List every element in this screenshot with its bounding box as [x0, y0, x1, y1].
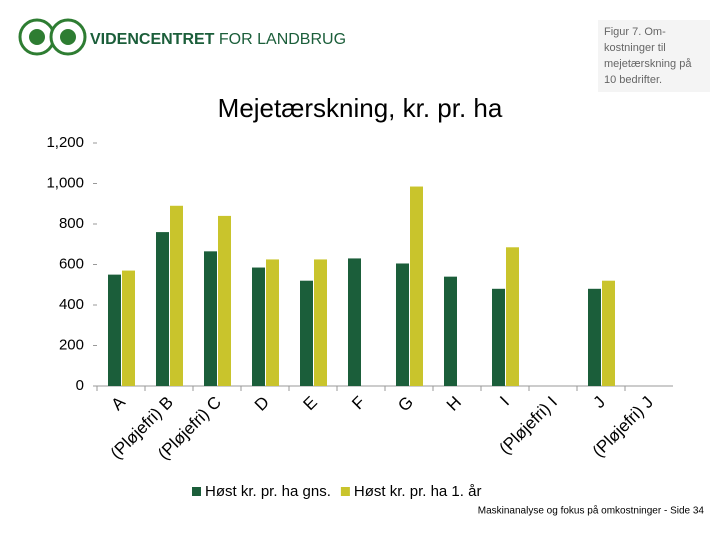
legend-swatch — [192, 487, 201, 496]
caption-line: kostninger til — [604, 42, 666, 54]
legend-label: Høst kr. pr. ha 1. år — [354, 483, 482, 500]
bar — [170, 205, 183, 386]
y-tick-label: 800 — [59, 215, 84, 232]
legend-label: Høst kr. pr. ha gns. — [205, 483, 331, 500]
x-tick-label: I — [496, 393, 513, 410]
bar — [506, 247, 519, 386]
y-tick-label: 400 — [59, 296, 84, 313]
caption: Figur 7. Om-kostninger til mejetærskning … — [604, 26, 692, 86]
bar — [252, 267, 265, 386]
brand-bold: VIDENCENTRET — [90, 31, 215, 48]
bar — [108, 274, 121, 386]
bar — [266, 259, 279, 386]
y-tick-label: 1,200 — [46, 134, 84, 151]
caption-line: 10 bedrifter. — [604, 74, 662, 86]
caption-line: mejetærskning på — [604, 58, 692, 70]
bar — [218, 215, 231, 386]
legend-swatch — [340, 487, 350, 496]
x-tick-label: A — [108, 392, 130, 414]
x-tick-label: F — [348, 393, 369, 414]
brand-light: FOR LANDBRUG — [219, 31, 346, 48]
bar — [396, 263, 409, 386]
y-tick-label: 200 — [59, 336, 84, 353]
y-tick-label: 1,000 — [46, 174, 84, 191]
y-tick-label: 0 — [76, 377, 84, 394]
bar — [602, 280, 615, 386]
bar — [204, 251, 217, 386]
logo-core — [60, 29, 76, 45]
chart-title: Mejetærskning, kr. pr. ha — [218, 93, 503, 123]
logo — [18, 18, 87, 56]
bar — [444, 276, 457, 386]
bar — [314, 259, 327, 386]
caption-box — [598, 20, 710, 92]
x-tick-label: J — [590, 393, 609, 412]
x-tick-label: G — [394, 393, 417, 416]
x-tick-label: E — [300, 393, 321, 414]
logo-core — [29, 29, 45, 45]
bar — [300, 280, 313, 386]
footer: Maskinanalyse og fokus på omkostninger -… — [478, 505, 705, 517]
bar — [348, 258, 361, 386]
bar — [156, 232, 169, 386]
bar — [410, 186, 423, 386]
bar — [122, 270, 135, 386]
bar — [492, 288, 505, 386]
x-tick-label: D — [251, 393, 273, 415]
bar — [588, 288, 601, 386]
y-tick-label: 600 — [59, 255, 84, 272]
brand: VIDENCENTRET FOR LANDBRUG — [90, 31, 346, 48]
caption-line: Figur 7. Om- — [604, 26, 666, 38]
x-tick-label: H — [443, 393, 465, 415]
